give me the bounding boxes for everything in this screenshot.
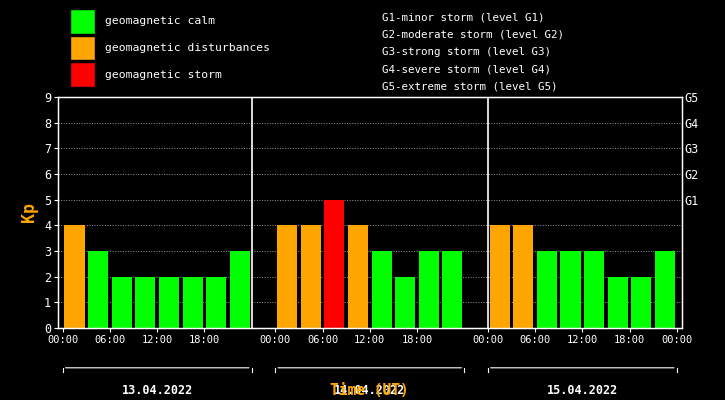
- Text: geomagnetic storm: geomagnetic storm: [104, 70, 222, 80]
- Bar: [348, 225, 368, 328]
- Text: Time (UT): Time (UT): [331, 383, 409, 398]
- Text: 14.04.2022: 14.04.2022: [334, 384, 405, 398]
- Bar: [513, 225, 534, 328]
- Text: G3-strong storm (level G3): G3-strong storm (level G3): [382, 47, 551, 57]
- Bar: [65, 225, 85, 328]
- Bar: [159, 277, 179, 328]
- Bar: [608, 277, 628, 328]
- Bar: [206, 277, 226, 328]
- Bar: [301, 225, 320, 328]
- Bar: [88, 251, 108, 328]
- Bar: [230, 251, 250, 328]
- Text: geomagnetic disturbances: geomagnetic disturbances: [104, 43, 270, 53]
- Bar: [112, 277, 132, 328]
- Y-axis label: Kp: Kp: [20, 202, 38, 222]
- Bar: [536, 251, 557, 328]
- Text: G1-minor storm (level G1): G1-minor storm (level G1): [382, 12, 544, 22]
- FancyBboxPatch shape: [70, 62, 96, 87]
- Bar: [395, 277, 415, 328]
- FancyBboxPatch shape: [70, 36, 96, 60]
- Text: G5-extreme storm (level G5): G5-extreme storm (level G5): [382, 82, 558, 92]
- Bar: [631, 277, 651, 328]
- Text: 15.04.2022: 15.04.2022: [547, 384, 618, 398]
- Bar: [655, 251, 675, 328]
- Text: G4-severe storm (level G4): G4-severe storm (level G4): [382, 64, 551, 74]
- Text: geomagnetic calm: geomagnetic calm: [104, 16, 215, 26]
- Bar: [442, 251, 463, 328]
- Text: G2-moderate storm (level G2): G2-moderate storm (level G2): [382, 30, 564, 40]
- Text: 13.04.2022: 13.04.2022: [122, 384, 193, 398]
- Bar: [584, 251, 604, 328]
- FancyBboxPatch shape: [70, 9, 96, 34]
- Bar: [277, 225, 297, 328]
- Bar: [419, 251, 439, 328]
- Bar: [560, 251, 581, 328]
- Bar: [371, 251, 392, 328]
- Bar: [136, 277, 155, 328]
- Bar: [324, 200, 344, 328]
- Bar: [489, 225, 510, 328]
- Bar: [183, 277, 203, 328]
